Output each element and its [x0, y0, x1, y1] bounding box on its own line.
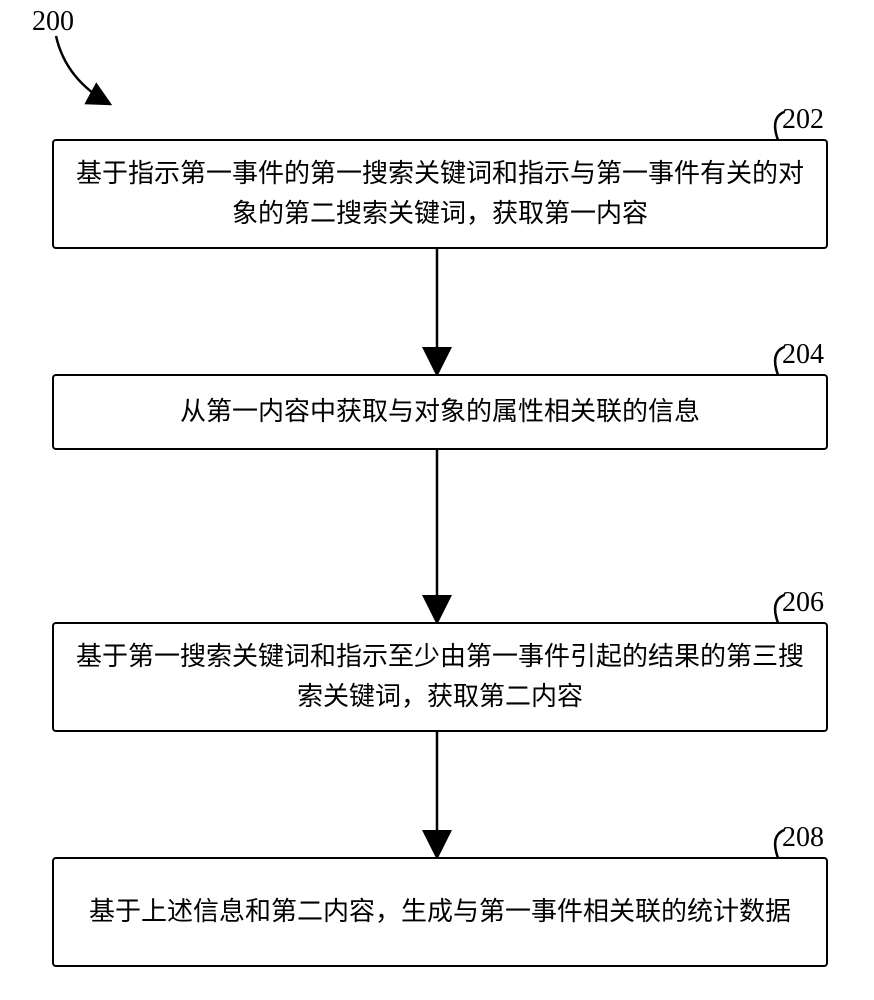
step-label-208: 208 — [782, 822, 824, 854]
step-text-204: 从第一内容中获取与对象的属性相关联的信息 — [180, 392, 700, 432]
arrow-204-to-206 — [422, 450, 452, 622]
step-box-208: 基于上述信息和第二内容，生成与第一事件相关联的统计数据 — [52, 857, 828, 967]
step-label-204: 204 — [782, 339, 824, 371]
step-text-208: 基于上述信息和第二内容，生成与第一事件相关联的统计数据 — [89, 892, 791, 932]
figure-pointer-arrow — [38, 30, 138, 120]
arrow-206-to-208 — [422, 732, 452, 857]
step-text-202: 基于指示第一事件的第一搜索关键词和指示与第一事件有关的对象的第二搜索关键词，获取… — [74, 154, 806, 235]
step-label-208-text: 208 — [782, 822, 824, 853]
step-label-206-text: 206 — [782, 587, 824, 618]
step-label-202-text: 202 — [782, 104, 824, 135]
step-label-204-text: 204 — [782, 339, 824, 370]
step-box-204: 从第一内容中获取与对象的属性相关联的信息 — [52, 374, 828, 450]
step-text-206: 基于第一搜索关键词和指示至少由第一事件引起的结果的第三搜索关键词，获取第二内容 — [74, 637, 806, 718]
step-label-206: 206 — [782, 587, 824, 619]
step-box-202: 基于指示第一事件的第一搜索关键词和指示与第一事件有关的对象的第二搜索关键词，获取… — [52, 139, 828, 249]
arrow-202-to-204 — [422, 249, 452, 374]
step-box-206: 基于第一搜索关键词和指示至少由第一事件引起的结果的第三搜索关键词，获取第二内容 — [52, 622, 828, 732]
step-label-202: 202 — [782, 104, 824, 136]
